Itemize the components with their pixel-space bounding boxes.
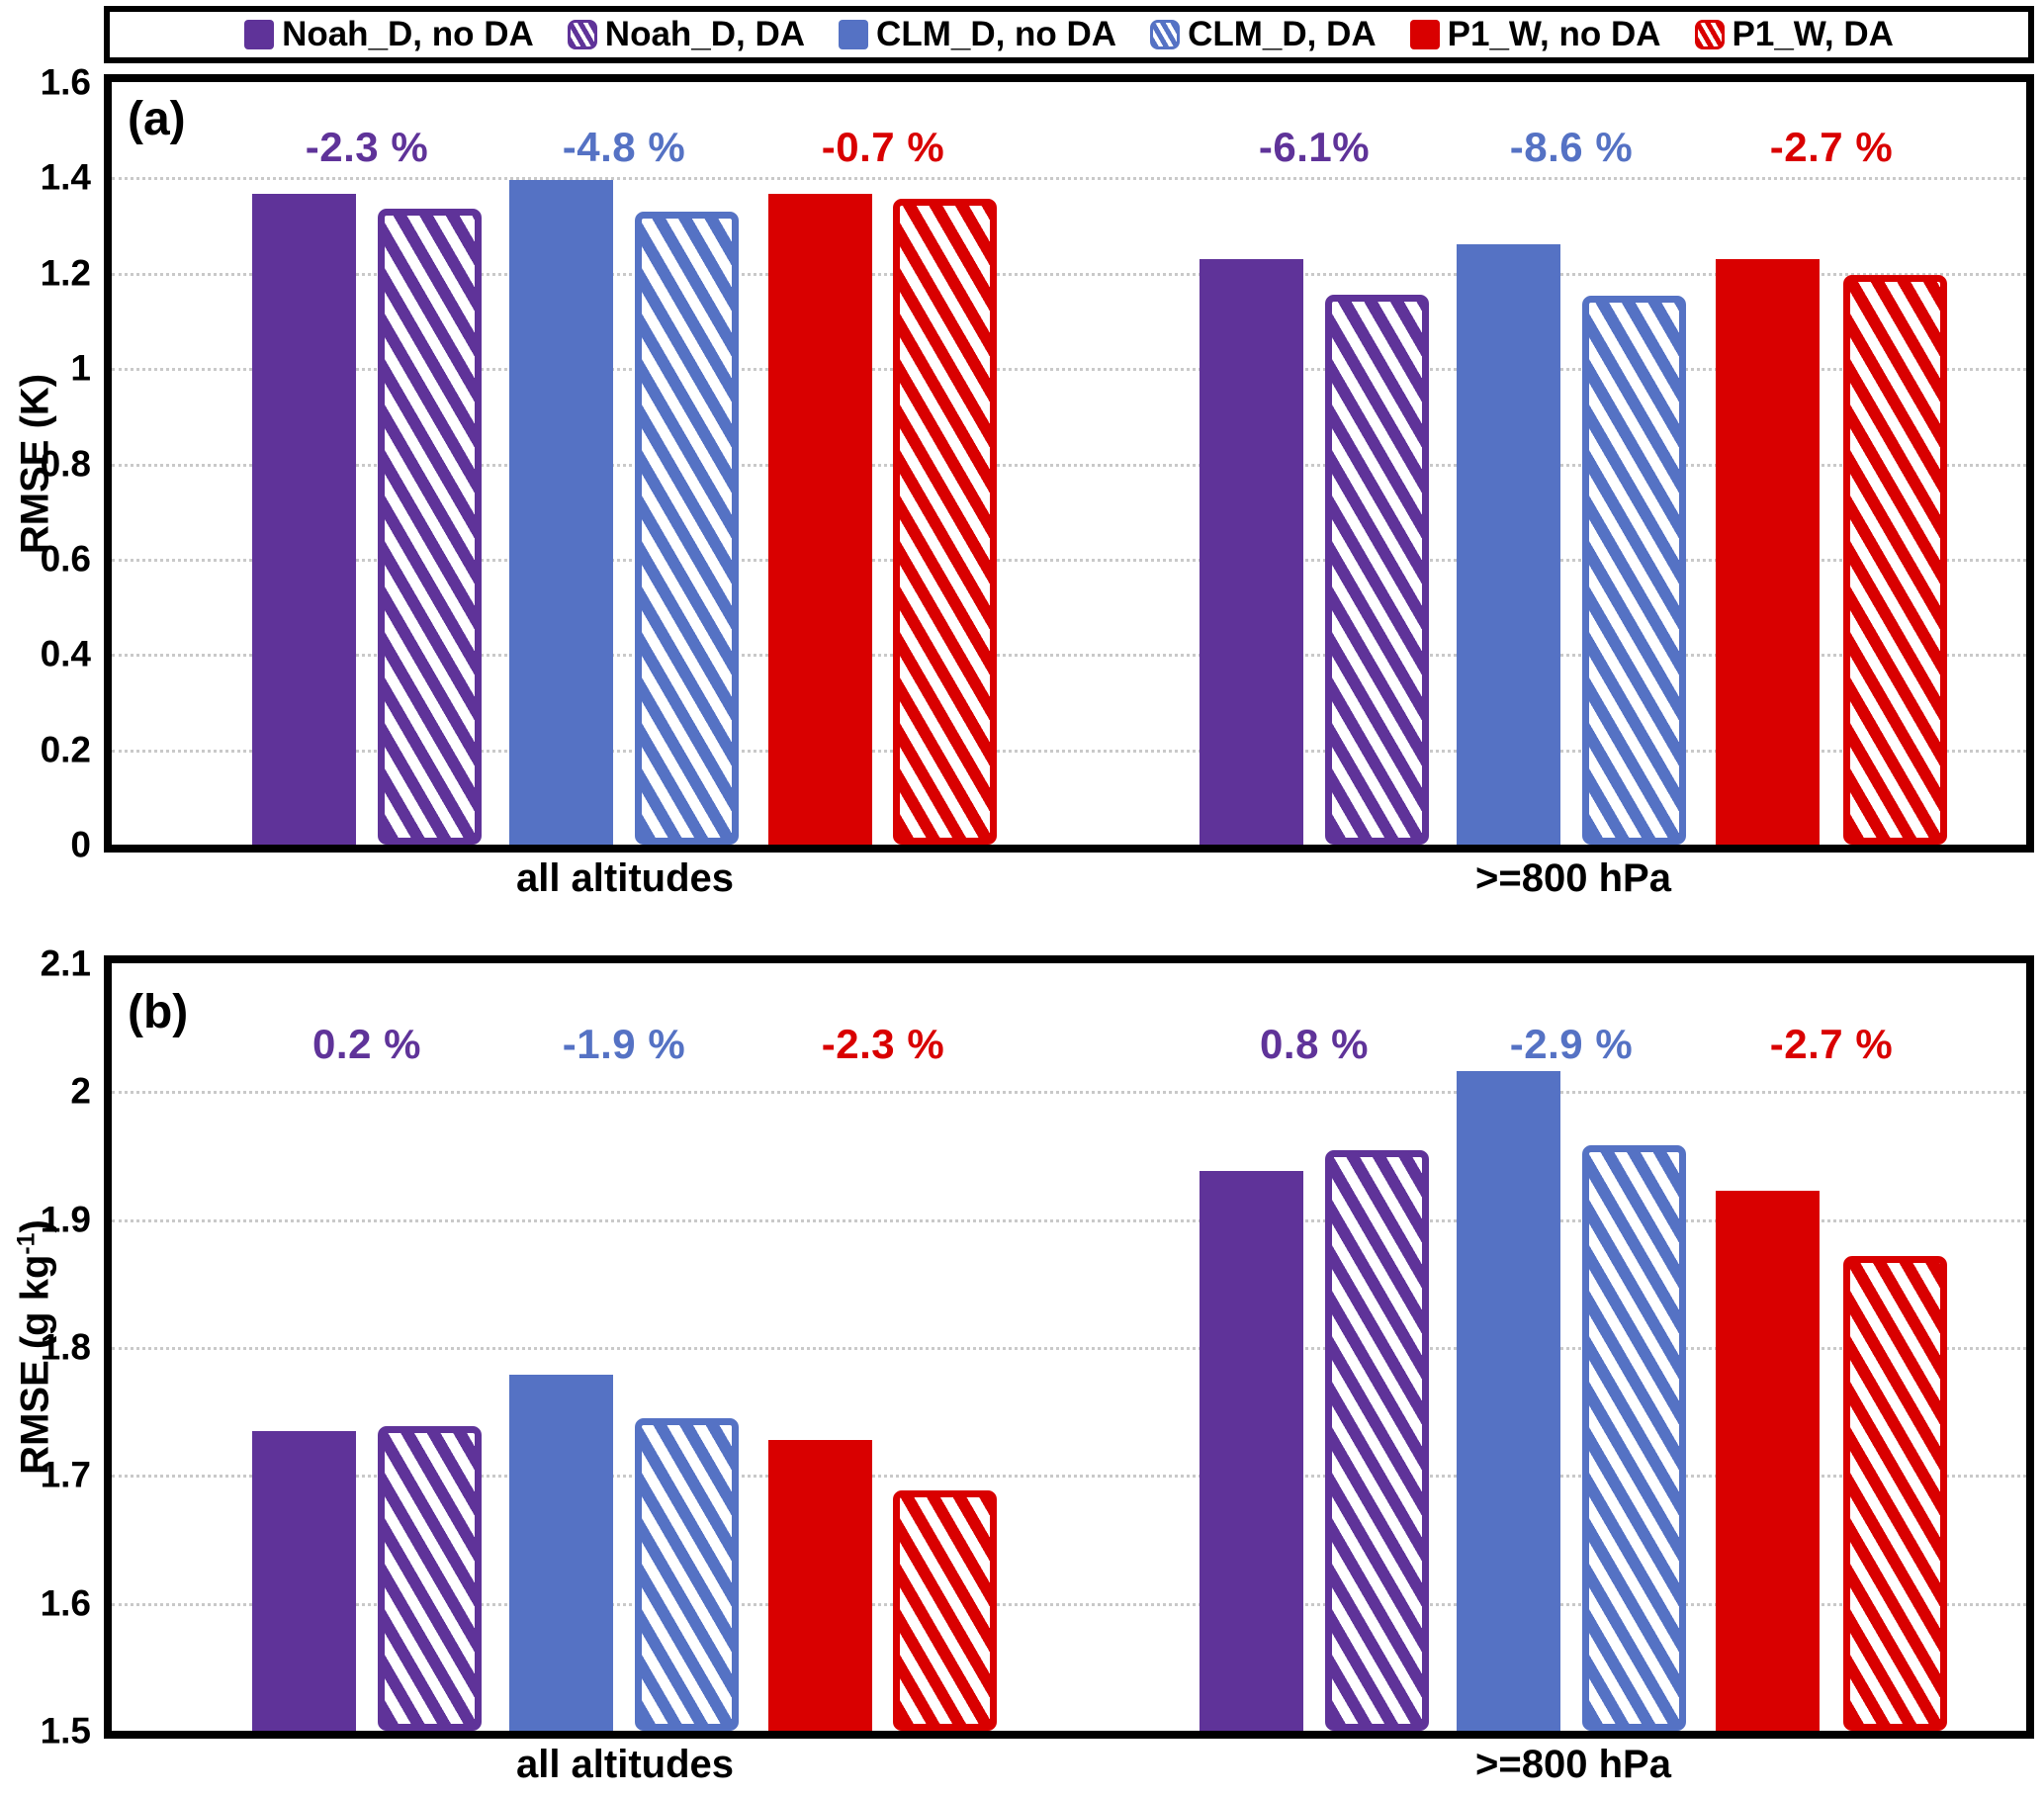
bar-annotation: -8.6 %: [1509, 124, 1634, 170]
plot-area-b: 0.2 % -1.9 % -2.3 % 0.8 % -2.9 % -2.7 %: [112, 963, 2026, 1731]
y-tick-label: 1.9: [40, 1199, 91, 1240]
gridline: [112, 1603, 2026, 1606]
bar: [893, 199, 997, 845]
legend-item: Noah_D, DA: [567, 15, 806, 54]
y-tick-label: 0.8: [40, 443, 91, 485]
y-tick-label: 1.2: [40, 252, 91, 294]
bar: [635, 1418, 739, 1731]
bar: [1582, 1145, 1686, 1731]
legend-label: CLM_D, no DA: [876, 15, 1117, 53]
bar-annotation: 0.8 %: [1260, 1021, 1369, 1067]
x-category-label: >=800 hPa: [1475, 1743, 1671, 1786]
legend-swatch-hatched-icon: [1694, 20, 1725, 49]
legend-item: CLM_D, no DA: [839, 15, 1116, 54]
legend-item: CLM_D, DA: [1150, 15, 1377, 54]
legend-label: Noah_D, no DA: [282, 15, 534, 53]
plot-area-a: -2.3 % -4.8 % -0.7 % -6.1% -8.6 % -2.7 %: [112, 82, 2026, 845]
bar: [252, 1431, 356, 1731]
gridline: [112, 1347, 2026, 1350]
legend-label: P1_W, DA: [1732, 15, 1894, 53]
y-tick-label: 2.1: [40, 943, 91, 984]
bar: [1200, 259, 1303, 845]
bar: [1843, 275, 1947, 845]
bar-annotation: -1.9 %: [562, 1021, 686, 1067]
gridline: [112, 368, 2026, 371]
y-tick-label: 0.2: [40, 729, 91, 770]
y-axis-title: RMSE (K): [13, 373, 57, 555]
gridline: [112, 1219, 2026, 1222]
bar-annotation: -2.7 %: [1769, 1021, 1894, 1067]
y-axis-title: RMSE (g kg-1): [13, 1219, 57, 1475]
bar: [1325, 1150, 1429, 1731]
y-tick-label: 1.8: [40, 1326, 91, 1368]
x-category-label: >=800 hPa: [1475, 856, 1671, 900]
bar: [252, 194, 356, 845]
bar: [1200, 1171, 1303, 1731]
bar-annotation: -2.3 %: [305, 124, 429, 170]
legend-swatch-solid-icon: [244, 20, 275, 49]
bar: [768, 1440, 872, 1731]
y-tick-label: 0.6: [40, 538, 91, 580]
legend-swatch-hatched-icon: [1150, 20, 1181, 49]
gridline: [112, 1091, 2026, 1094]
bar-annotation: -4.8 %: [562, 124, 686, 170]
bar: [509, 180, 613, 845]
gridline: [112, 750, 2026, 753]
bar-annotation: -2.9 %: [1509, 1021, 1634, 1067]
panel-b: 0.2 % -1.9 % -2.3 % 0.8 % -2.9 % -2.7 % (b): [104, 955, 2034, 1739]
bar-annotation: -2.3 %: [821, 1021, 945, 1067]
bar: [1457, 244, 1560, 845]
legend-label: CLM_D, DA: [1188, 15, 1377, 53]
y-tick-label: 1.6: [40, 1582, 91, 1624]
y-tick-label: 1.7: [40, 1454, 91, 1495]
bar: [1843, 1256, 1947, 1731]
y-tick-label: 1: [70, 347, 91, 389]
legend-swatch-hatched-icon: [567, 20, 597, 49]
bar: [1582, 296, 1686, 845]
legend-label: Noah_D, DA: [604, 15, 806, 53]
y-tick-label: 0: [70, 824, 91, 865]
gridline: [112, 464, 2026, 467]
legend-item: P1_W, DA: [1694, 15, 1894, 54]
bar-annotation: -2.7 %: [1769, 124, 1894, 170]
bar-annotation: -6.1%: [1258, 124, 1371, 170]
gridline: [112, 177, 2026, 180]
legend-item: P1_W, no DA: [1409, 15, 1661, 54]
legend-swatch-solid-icon: [839, 20, 869, 49]
bar: [378, 1426, 482, 1731]
y-tick-label: 2: [70, 1070, 91, 1112]
bar: [1716, 259, 1820, 845]
bar: [768, 194, 872, 845]
y-tick-label: 0.4: [40, 633, 91, 674]
panel-a: -2.3 % -4.8 % -0.7 % -6.1% -8.6 % -2.7 % (a): [104, 74, 2034, 853]
gridline: [112, 654, 2026, 657]
gridline: [112, 1475, 2026, 1478]
x-category-label: all altitudes: [515, 856, 735, 900]
legend-item: Noah_D, no DA: [244, 15, 534, 54]
y-tick-label: 1.4: [40, 156, 91, 198]
legend-swatch-solid-icon: [1409, 20, 1440, 49]
bar-annotation: -0.7 %: [821, 124, 945, 170]
y-tick-label: 1.6: [40, 61, 91, 103]
panel-label-a: (a): [128, 93, 186, 145]
legend: Noah_D, no DA Noah_D, DA CLM_D, no DA CLM_D…: [104, 6, 2034, 63]
bar: [1716, 1191, 1820, 1731]
gridline: [112, 273, 2026, 276]
bar: [509, 1375, 613, 1731]
bar: [893, 1490, 997, 1731]
bar: [378, 209, 482, 845]
legend-label: P1_W, no DA: [1447, 15, 1661, 53]
bar: [1325, 295, 1429, 845]
bar-annotation: 0.2 %: [312, 1021, 421, 1067]
y-tick-label: 1.5: [40, 1710, 91, 1752]
bar: [1457, 1071, 1560, 1731]
gridline: [112, 559, 2026, 562]
panel-label-b: (b): [128, 986, 189, 1038]
bar: [635, 212, 739, 845]
x-category-label: all altitudes: [515, 1743, 735, 1786]
